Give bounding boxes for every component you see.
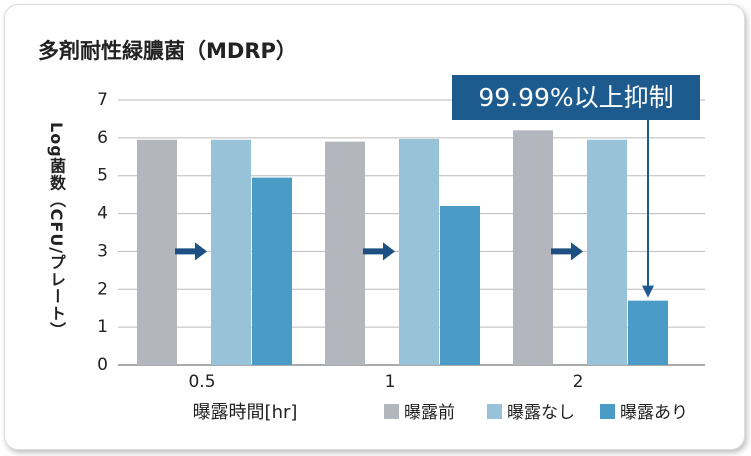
bar	[587, 139, 627, 365]
legend-swatch	[487, 404, 502, 419]
chart-title: 多剤耐性緑膿菌（MDRP）	[38, 39, 297, 63]
legend-label: 曝露前	[404, 403, 455, 423]
legend-label: 曝露なし	[507, 403, 575, 423]
annotation-box	[452, 75, 700, 120]
bar	[137, 139, 177, 365]
y-tick-label: 2	[97, 279, 108, 299]
y-tick-label: 5	[97, 166, 108, 186]
legend-swatch	[600, 404, 615, 419]
bar	[513, 130, 553, 365]
bar	[440, 206, 480, 365]
arrow-icon	[551, 242, 583, 261]
arrow-icon	[363, 242, 395, 261]
bar	[252, 177, 292, 365]
bar	[399, 138, 439, 365]
y-tick-label: 7	[97, 90, 108, 110]
y-tick-label: 4	[97, 204, 108, 224]
x-axis-label: 曝露時間[hr]	[193, 402, 298, 423]
legend-label: 曝露あり	[620, 403, 688, 423]
annotation: 99.99%以上抑制	[478, 83, 673, 112]
legend-swatch	[384, 404, 399, 419]
y-tick-label: 0	[97, 355, 108, 375]
annotation-arrowhead	[642, 285, 654, 298]
x-tick-label: 1	[385, 372, 396, 392]
y-tick-label: 6	[97, 128, 108, 148]
y-tick-label: 1	[97, 317, 108, 337]
arrow-icon	[175, 242, 207, 261]
x-tick-label: 2	[573, 372, 584, 392]
bar	[211, 139, 251, 365]
bar	[325, 141, 365, 365]
x-tick-label: 0.5	[188, 372, 215, 392]
bar	[628, 300, 668, 365]
y-tick-label: 3	[97, 241, 108, 261]
y-axis-label: Log菌数（CFU/プレート）	[47, 122, 66, 340]
